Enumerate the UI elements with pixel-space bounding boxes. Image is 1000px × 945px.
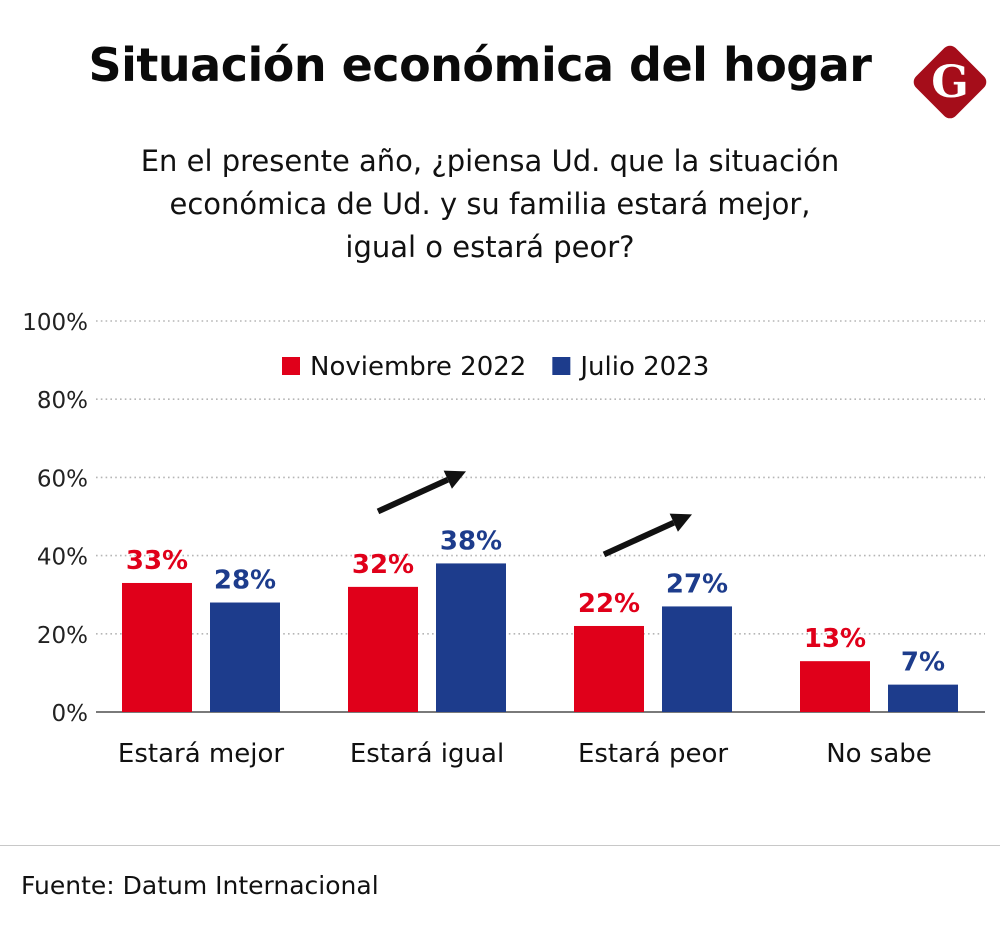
legend-swatch bbox=[552, 357, 571, 375]
legend-item: Julio 2023 bbox=[552, 352, 709, 382]
g-diamond-logo-icon: G bbox=[913, 45, 987, 119]
data-label: 27% bbox=[666, 569, 728, 599]
bar-noviembre-2022 bbox=[348, 586, 418, 712]
bar-julio-2023 bbox=[662, 606, 732, 712]
legend-label: Julio 2023 bbox=[578, 352, 709, 382]
legend-swatch bbox=[282, 357, 300, 375]
y-tick-label: 60% bbox=[37, 466, 88, 492]
y-tick-label: 100% bbox=[22, 310, 88, 336]
source-note: Fuente: Datum Internacional bbox=[21, 871, 379, 900]
bar-julio-2023 bbox=[210, 602, 280, 712]
x-category-label: Estará peor bbox=[578, 739, 728, 769]
legend-item: Noviembre 2022 bbox=[282, 352, 526, 382]
data-label: 28% bbox=[214, 566, 276, 596]
bar-noviembre-2022 bbox=[800, 661, 870, 712]
bar-chart: 0% 20% 40% 60% 80% 100% 33% 28% 32% 38% 22% 27% 13%… bbox=[22, 310, 985, 769]
data-label: 33% bbox=[126, 546, 188, 576]
data-label: 7% bbox=[901, 648, 945, 678]
data-label: 32% bbox=[352, 550, 414, 580]
up-arrow-icon bbox=[376, 470, 466, 515]
arrow-head bbox=[669, 513, 692, 532]
y-axis-tick-labels: 0% 20% 40% 60% 80% 100% bbox=[22, 310, 88, 727]
x-category-label: No sabe bbox=[826, 739, 932, 769]
y-tick-label: 80% bbox=[37, 388, 88, 414]
arrow-shaft bbox=[376, 476, 450, 515]
y-tick-label: 40% bbox=[37, 545, 88, 571]
arrow-shaft bbox=[602, 519, 676, 558]
chart-subtitle: En el presente año, ¿piensa Ud. que la s… bbox=[60, 140, 920, 269]
arrow-head bbox=[443, 470, 466, 489]
chart-title: Situación económica del hogar bbox=[88, 38, 872, 92]
bar-noviembre-2022 bbox=[574, 625, 644, 712]
up-arrow-icon bbox=[602, 513, 692, 558]
subtitle-line: igual o estará peor? bbox=[345, 230, 635, 264]
bar-noviembre-2022 bbox=[122, 582, 192, 712]
data-labels: 33% 28% 32% 38% 22% 27% 13% 7% bbox=[126, 526, 945, 677]
trend-arrows bbox=[376, 470, 692, 558]
data-label: 38% bbox=[440, 526, 502, 556]
logo-diamond bbox=[913, 45, 987, 119]
legend: Noviembre 2022 Julio 2023 bbox=[282, 352, 709, 382]
legend-label: Noviembre 2022 bbox=[310, 352, 526, 382]
bar-julio-2023 bbox=[888, 684, 958, 712]
data-label: 13% bbox=[804, 624, 866, 654]
subtitle-line: económica de Ud. y su familia estará mej… bbox=[169, 187, 811, 221]
y-tick-label: 0% bbox=[52, 701, 89, 727]
x-axis-category-labels: Estará mejor Estará igual Estará peor No sa… bbox=[118, 739, 932, 769]
logo-letter: G bbox=[931, 57, 969, 108]
subtitle-line: En el presente año, ¿piensa Ud. que la s… bbox=[140, 144, 840, 178]
x-category-label: Estará igual bbox=[350, 739, 504, 769]
data-label: 22% bbox=[578, 589, 640, 619]
y-tick-label: 20% bbox=[37, 623, 88, 649]
bar-julio-2023 bbox=[436, 563, 506, 712]
footer-divider bbox=[0, 845, 1000, 846]
bars bbox=[122, 563, 958, 712]
x-category-label: Estará mejor bbox=[118, 739, 284, 769]
